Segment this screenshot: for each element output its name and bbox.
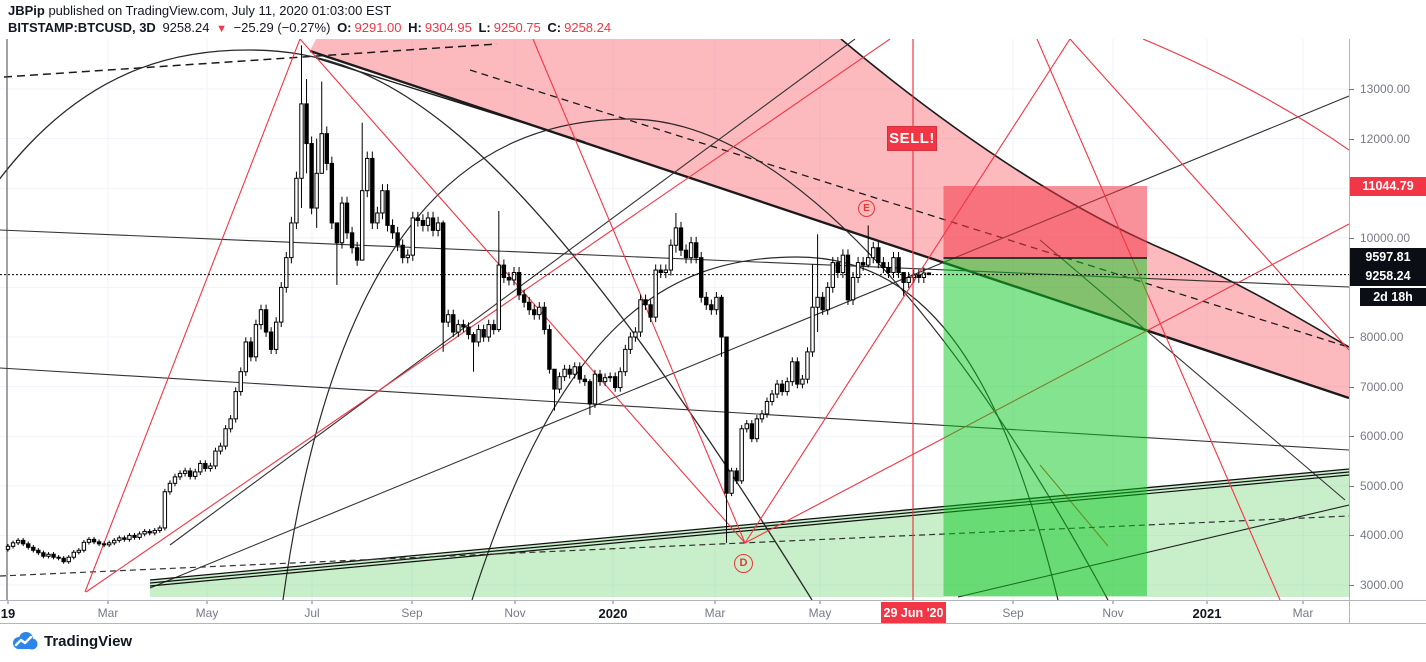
open-value: 9291.00 — [354, 20, 402, 35]
symbol-legend[interactable]: BITSTAMP:BTCUSD, 3D 9258.24 ▼ −25.29 (−0… — [8, 20, 614, 35]
price-axis-tick — [1349, 535, 1354, 537]
price-axis-tick — [1349, 89, 1354, 90]
axis-ticks — [7, 600, 1304, 604]
publish-caption: JBPip published on TradingView.com, July… — [8, 3, 391, 18]
low-value: 9250.75 — [493, 20, 541, 35]
time-axis-label: Nov — [1102, 606, 1124, 620]
time-axis-label: Mar — [704, 606, 726, 620]
open-label: O: — [337, 20, 352, 35]
price-axis-tick — [1349, 337, 1354, 338]
tradingview-logo[interactable]: TradingView — [10, 631, 132, 651]
chart-canvas[interactable] — [0, 0, 1349, 624]
close-label: C: — [547, 20, 562, 35]
stop-price-badge: 11044.79 — [1350, 177, 1426, 196]
position-tool[interactable] — [0, 39, 1349, 600]
grid-lines — [0, 39, 1349, 600]
entry-price-badge: 9597.81 — [1350, 248, 1426, 267]
wave-d-label[interactable]: D — [734, 554, 753, 573]
arc-1[interactable] — [0, 49, 813, 600]
price-axis-label: 8000.00 — [1360, 330, 1404, 344]
wave-e-label[interactable]: E — [858, 200, 875, 217]
time-axis-label: Mar — [1292, 606, 1314, 620]
price-axis-label: 13000.00 — [1360, 82, 1411, 96]
time-axis-label: Sep — [401, 606, 423, 620]
price-axis-label: 4000.00 — [1360, 528, 1404, 543]
price-axis-label: 7000.00 — [1360, 379, 1404, 394]
price-axis-tick — [1349, 138, 1354, 140]
bar-countdown-badge: 2d 18h — [1360, 288, 1426, 306]
time-axis-label: May — [195, 606, 219, 620]
time-axis-label: May — [808, 606, 832, 620]
price-axis-label: 3000.00 — [1360, 578, 1404, 592]
brand-name: TradingView — [44, 632, 133, 650]
price-axis-tick — [1349, 386, 1354, 388]
high-value: 9304.95 — [424, 20, 472, 35]
price-axis-label: 5000.00 — [1360, 478, 1404, 493]
price-axis-tick — [1349, 237, 1354, 239]
time-axis-separator — [0, 600, 1426, 601]
short-target-zone[interactable] — [943, 258, 1148, 596]
time-axis-label: Nov — [504, 606, 526, 620]
price-axis-tick — [1349, 485, 1354, 487]
price-axis-label: 10000.00 — [1360, 230, 1411, 245]
footer-bar: TradingView — [0, 624, 1426, 662]
publish-info: published on TradingView.com, July 11, 2… — [44, 3, 392, 18]
author-name: JBPip — [8, 3, 45, 18]
sell-label[interactable]: SELL! — [887, 126, 937, 151]
time-axis-label: Sep — [1002, 606, 1024, 620]
last-price-value: 9258.24 — [162, 20, 210, 35]
price-axis-tick — [1349, 436, 1354, 438]
high-label: H: — [408, 20, 422, 35]
change-value: −25.29 (−0.27%) — [233, 20, 331, 35]
time-axis-label: Jul — [304, 606, 320, 620]
price-axis-label: 6000.00 — [1360, 429, 1404, 444]
short-stop-zone[interactable] — [943, 186, 1148, 258]
footer-separator — [0, 623, 1426, 624]
price-axis-separator — [1349, 39, 1350, 624]
date-badge: 29 Jun '20 — [881, 602, 946, 624]
time-axis-label: 19 — [0, 606, 16, 621]
down-arrow-icon: ▼ — [216, 23, 227, 35]
red-channel[interactable] — [310, 39, 1349, 398]
price-axis-label: 12000.00 — [1360, 131, 1411, 146]
candlesticks[interactable] — [5, 45, 932, 564]
price-axis-tick — [1349, 585, 1354, 586]
last-price-badge: 9258.24 — [1350, 267, 1426, 286]
time-axis-label: 2021 — [1192, 606, 1222, 621]
cloud-logo-icon — [13, 632, 38, 650]
time-axis-label: 2020 — [598, 606, 628, 621]
close-value: 9258.24 — [564, 20, 612, 35]
low-label: L: — [478, 20, 491, 35]
symbol-name[interactable]: BITSTAMP:BTCUSD, 3D — [8, 20, 156, 35]
time-axis-label: Mar — [97, 606, 119, 620]
